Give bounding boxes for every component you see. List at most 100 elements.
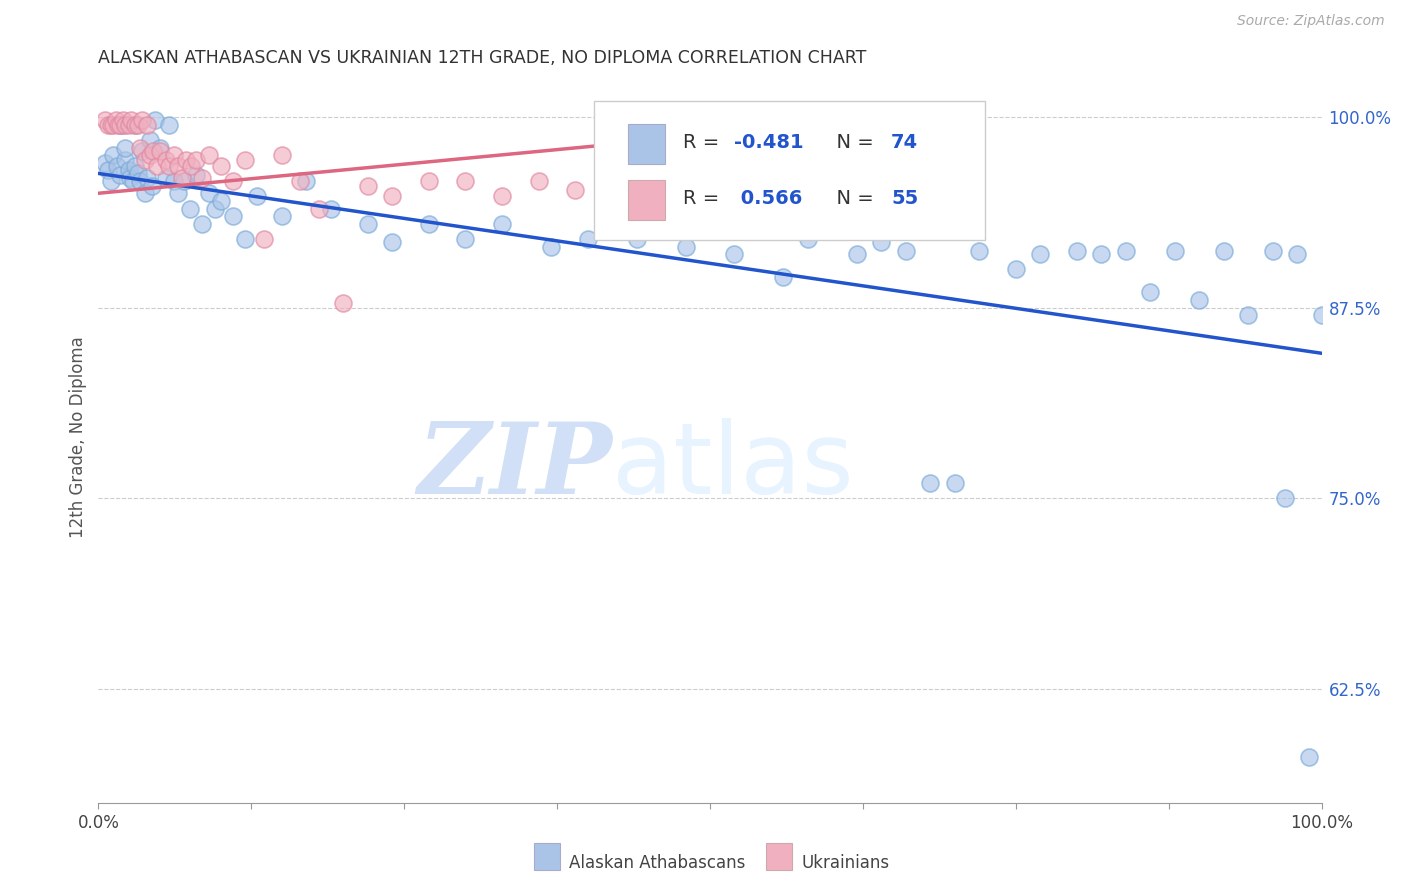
Point xyxy=(1298,750,1320,764)
Point xyxy=(1261,244,1284,259)
Point xyxy=(270,148,294,162)
Point xyxy=(146,159,169,173)
Point xyxy=(920,475,942,490)
Bar xyxy=(628,179,665,219)
Point xyxy=(111,113,134,128)
Point xyxy=(157,159,180,173)
Point xyxy=(127,118,149,132)
Point xyxy=(290,174,312,188)
Text: R =: R = xyxy=(683,189,725,208)
Point xyxy=(748,178,770,193)
Point xyxy=(129,174,152,188)
Point xyxy=(295,174,318,188)
Point xyxy=(101,118,124,132)
Point xyxy=(114,118,136,132)
Point xyxy=(93,113,115,128)
Point xyxy=(270,209,294,223)
Text: N =: N = xyxy=(824,189,880,208)
Point xyxy=(131,144,153,158)
Point xyxy=(124,118,146,132)
Text: N =: N = xyxy=(824,133,880,152)
Point xyxy=(173,174,195,188)
Point xyxy=(167,159,190,173)
Point xyxy=(381,235,404,249)
Point xyxy=(186,168,208,182)
Point xyxy=(1164,244,1187,259)
Point xyxy=(110,168,132,182)
Point xyxy=(141,178,163,193)
Point xyxy=(454,174,477,188)
Point xyxy=(191,171,214,186)
Point xyxy=(176,153,198,167)
Point xyxy=(894,244,917,259)
Point xyxy=(233,153,256,167)
Text: 55: 55 xyxy=(891,189,918,208)
Point xyxy=(149,144,172,158)
Text: Alaskan Athabascans: Alaskan Athabascans xyxy=(569,854,745,871)
Point xyxy=(179,202,201,216)
Text: 74: 74 xyxy=(891,133,918,152)
Point xyxy=(134,186,156,201)
Text: Ukrainians: Ukrainians xyxy=(801,854,890,871)
Point xyxy=(356,217,378,231)
Point xyxy=(1066,244,1088,259)
Point xyxy=(180,159,202,173)
Point xyxy=(1237,308,1260,322)
Point xyxy=(1310,308,1333,322)
Point xyxy=(540,239,562,253)
Point xyxy=(638,183,661,197)
Point xyxy=(319,202,342,216)
Point xyxy=(139,133,162,147)
Point xyxy=(943,159,966,173)
Point xyxy=(97,118,120,132)
Point xyxy=(332,296,354,310)
Point xyxy=(139,148,162,162)
Point xyxy=(100,118,122,132)
Point xyxy=(527,174,550,188)
Point xyxy=(167,186,190,201)
Text: ALASKAN ATHABASCAN VS UKRAINIAN 12TH GRADE, NO DIPLOMA CORRELATION CHART: ALASKAN ATHABASCAN VS UKRAINIAN 12TH GRA… xyxy=(98,49,866,67)
Point xyxy=(1139,285,1161,300)
Point xyxy=(576,232,599,246)
Point xyxy=(675,174,697,188)
Point xyxy=(136,118,159,132)
Text: Source: ZipAtlas.com: Source: ZipAtlas.com xyxy=(1237,14,1385,28)
Point xyxy=(491,217,513,231)
Point xyxy=(124,159,146,173)
Point xyxy=(209,194,232,208)
Point xyxy=(100,174,122,188)
Point xyxy=(1274,491,1296,505)
Text: ZIP: ZIP xyxy=(418,418,612,515)
Point xyxy=(491,189,513,203)
Point xyxy=(1188,293,1211,307)
Point xyxy=(111,118,134,132)
Point xyxy=(967,244,990,259)
Point xyxy=(308,202,330,216)
Point xyxy=(675,239,697,253)
Bar xyxy=(628,124,665,164)
Point xyxy=(626,232,648,246)
Point xyxy=(118,118,141,132)
Point xyxy=(197,186,219,201)
Point xyxy=(105,159,128,173)
Point xyxy=(124,118,146,132)
Point xyxy=(110,118,132,132)
Point xyxy=(1029,247,1052,261)
Point xyxy=(163,148,186,162)
FancyBboxPatch shape xyxy=(593,101,986,240)
Text: -0.481: -0.481 xyxy=(734,133,804,152)
Point xyxy=(772,270,794,285)
Y-axis label: 12th Grade, No Diploma: 12th Grade, No Diploma xyxy=(69,336,87,538)
Point xyxy=(845,247,868,261)
Point xyxy=(101,148,124,162)
Point xyxy=(418,174,440,188)
Point xyxy=(143,113,166,128)
Point xyxy=(131,113,153,128)
Point xyxy=(191,217,214,231)
Point xyxy=(127,166,149,180)
Point xyxy=(197,148,219,162)
Point xyxy=(118,163,141,178)
Point xyxy=(943,475,966,490)
Point xyxy=(209,159,232,173)
Point xyxy=(107,118,129,132)
